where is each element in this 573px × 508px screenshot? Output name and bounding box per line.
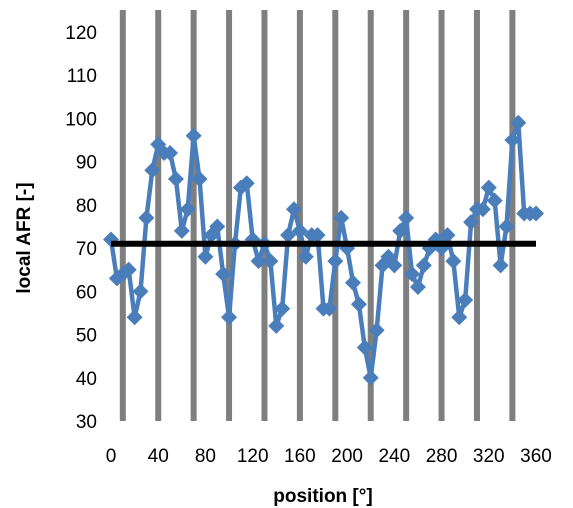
data-point-49 xyxy=(392,222,409,239)
data-point-68 xyxy=(504,132,521,149)
data-point-59 xyxy=(451,309,468,326)
data-point-51 xyxy=(404,266,421,283)
data-point-23 xyxy=(238,175,255,192)
data-point-3 xyxy=(120,261,137,278)
data-point-4 xyxy=(126,309,143,326)
data-point-30 xyxy=(280,227,297,244)
data-point-58 xyxy=(445,253,462,270)
x-tick-label-7: 280 xyxy=(426,446,458,467)
data-point-12 xyxy=(173,222,190,239)
y-axis-title: local AFR [-] xyxy=(14,182,35,293)
y-tick-label-2: 50 xyxy=(76,326,97,347)
x-tick-labels: 0 40 80 120 160 200 240 280 320 360 xyxy=(106,446,552,467)
series-line xyxy=(108,120,536,381)
y-tick-label-8: 110 xyxy=(67,66,97,87)
data-point-53 xyxy=(415,257,432,274)
data-point-44 xyxy=(362,369,379,386)
x-tick-label-6: 240 xyxy=(378,446,410,467)
data-point-60 xyxy=(457,291,474,308)
y-tick-label-1: 40 xyxy=(76,369,97,390)
data-point-16 xyxy=(197,248,214,265)
y-tick-labels: 30 40 50 60 70 80 90 100 110 120 xyxy=(65,23,97,433)
data-point-67 xyxy=(498,218,515,235)
data-point-28 xyxy=(268,317,285,334)
data-point-15 xyxy=(191,170,208,187)
data-point-37 xyxy=(321,300,338,317)
data-point-65 xyxy=(486,192,503,209)
data-point-7 xyxy=(144,162,161,179)
x-tick-label-9: 360 xyxy=(520,446,552,467)
y-tick-label-3: 60 xyxy=(76,282,97,303)
y-tick-label-9: 120 xyxy=(65,23,97,44)
data-point-35 xyxy=(309,227,326,244)
data-point-45 xyxy=(368,322,385,339)
data-point-6 xyxy=(138,209,155,226)
data-point-48 xyxy=(386,257,403,274)
data-point-13 xyxy=(179,201,196,218)
data-point-43 xyxy=(356,339,373,356)
x-tick-label-4: 160 xyxy=(284,446,316,467)
data-point-52 xyxy=(409,279,426,296)
y-tick-label-4: 70 xyxy=(76,239,97,260)
x-tick-label-3: 120 xyxy=(237,446,269,467)
y-tick-label-7: 100 xyxy=(65,109,97,130)
data-point-25 xyxy=(250,253,267,270)
x-tick-label-1: 40 xyxy=(148,446,169,467)
data-point-63 xyxy=(474,201,491,218)
data-point-19 xyxy=(215,266,232,283)
x-axis-title: position [°] xyxy=(273,486,372,507)
x-tick-label-2: 80 xyxy=(195,446,216,467)
y-tick-label-6: 90 xyxy=(76,153,97,174)
data-point-10 xyxy=(162,145,179,162)
data-point-57 xyxy=(439,227,456,244)
x-tick-label-5: 200 xyxy=(331,446,363,467)
data-point-66 xyxy=(492,257,509,274)
data-point-31 xyxy=(285,201,302,218)
data-point-41 xyxy=(345,274,362,291)
x-tick-label-8: 320 xyxy=(473,446,505,467)
data-point-32 xyxy=(291,222,308,239)
data-point-33 xyxy=(297,248,314,265)
y-tick-label-5: 80 xyxy=(76,196,97,217)
data-point-69 xyxy=(510,114,527,131)
data-point-11 xyxy=(167,170,184,187)
data-point-50 xyxy=(398,209,415,226)
data-point-14 xyxy=(185,127,202,144)
data-point-38 xyxy=(327,253,344,270)
x-tick-label-0: 0 xyxy=(106,446,117,467)
data-point-27 xyxy=(262,253,279,270)
data-point-39 xyxy=(333,209,350,226)
data-point-20 xyxy=(221,309,238,326)
data-point-61 xyxy=(463,214,480,231)
data-point-29 xyxy=(274,300,291,317)
data-point-64 xyxy=(480,179,497,196)
data-point-18 xyxy=(209,218,226,235)
data-point-72 xyxy=(528,205,544,222)
data-point-5 xyxy=(132,283,149,300)
y-tick-label-0: 30 xyxy=(76,412,97,433)
data-point-42 xyxy=(350,296,367,313)
